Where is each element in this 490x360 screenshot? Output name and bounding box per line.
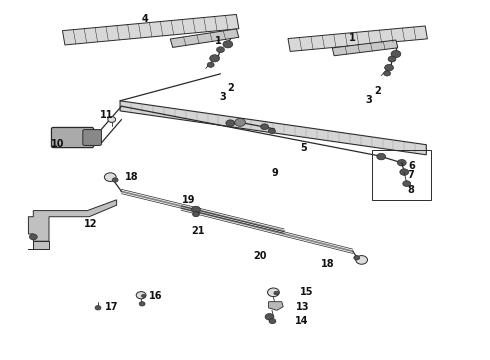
Polygon shape [62,14,239,45]
Text: 4: 4 [141,14,148,24]
Text: 2: 2 [227,83,234,93]
Circle shape [217,47,224,53]
Polygon shape [171,29,239,48]
Text: 10: 10 [51,139,65,149]
Circle shape [261,124,269,130]
Text: 1: 1 [349,33,356,43]
Circle shape [193,212,199,217]
Text: 19: 19 [182,195,196,205]
Circle shape [29,234,37,240]
Circle shape [223,41,233,48]
Circle shape [108,117,116,122]
Circle shape [226,120,235,126]
Text: 16: 16 [149,291,163,301]
Circle shape [207,62,214,67]
Circle shape [403,181,411,186]
Text: 1: 1 [215,36,221,46]
Text: 11: 11 [100,110,114,120]
Circle shape [95,306,101,310]
Polygon shape [332,40,398,56]
Polygon shape [120,101,426,155]
Text: 18: 18 [320,258,334,269]
Polygon shape [269,302,283,310]
Circle shape [388,56,396,62]
Circle shape [139,302,145,306]
Polygon shape [28,241,49,249]
Text: 18: 18 [124,172,138,182]
Text: 15: 15 [299,287,313,297]
Circle shape [391,50,401,58]
Text: 3: 3 [366,95,372,105]
Text: 13: 13 [296,302,310,312]
FancyBboxPatch shape [51,127,94,148]
Circle shape [400,169,409,175]
Text: 20: 20 [253,251,267,261]
Circle shape [384,71,391,76]
Text: 12: 12 [84,219,98,229]
Circle shape [142,294,146,297]
Polygon shape [288,26,427,51]
FancyBboxPatch shape [83,130,101,145]
Text: 14: 14 [295,316,309,326]
Text: 21: 21 [192,226,205,236]
Text: 2: 2 [374,86,381,96]
Circle shape [269,129,275,134]
Text: 6: 6 [408,161,415,171]
Circle shape [354,256,360,260]
Circle shape [104,173,116,181]
Text: 8: 8 [407,185,414,195]
Circle shape [235,118,245,126]
Circle shape [210,55,220,62]
Text: 9: 9 [271,168,278,178]
Circle shape [385,64,393,71]
Text: 3: 3 [220,92,226,102]
Circle shape [269,319,276,324]
Text: 5: 5 [300,143,307,153]
Circle shape [356,256,368,264]
Circle shape [274,291,279,295]
Circle shape [265,314,274,320]
Text: 7: 7 [407,170,414,180]
Polygon shape [28,200,117,241]
Circle shape [268,288,279,297]
Circle shape [192,206,200,213]
Text: 17: 17 [105,302,119,312]
Circle shape [112,178,118,182]
Circle shape [377,153,386,160]
Circle shape [136,292,146,299]
Circle shape [397,159,406,166]
